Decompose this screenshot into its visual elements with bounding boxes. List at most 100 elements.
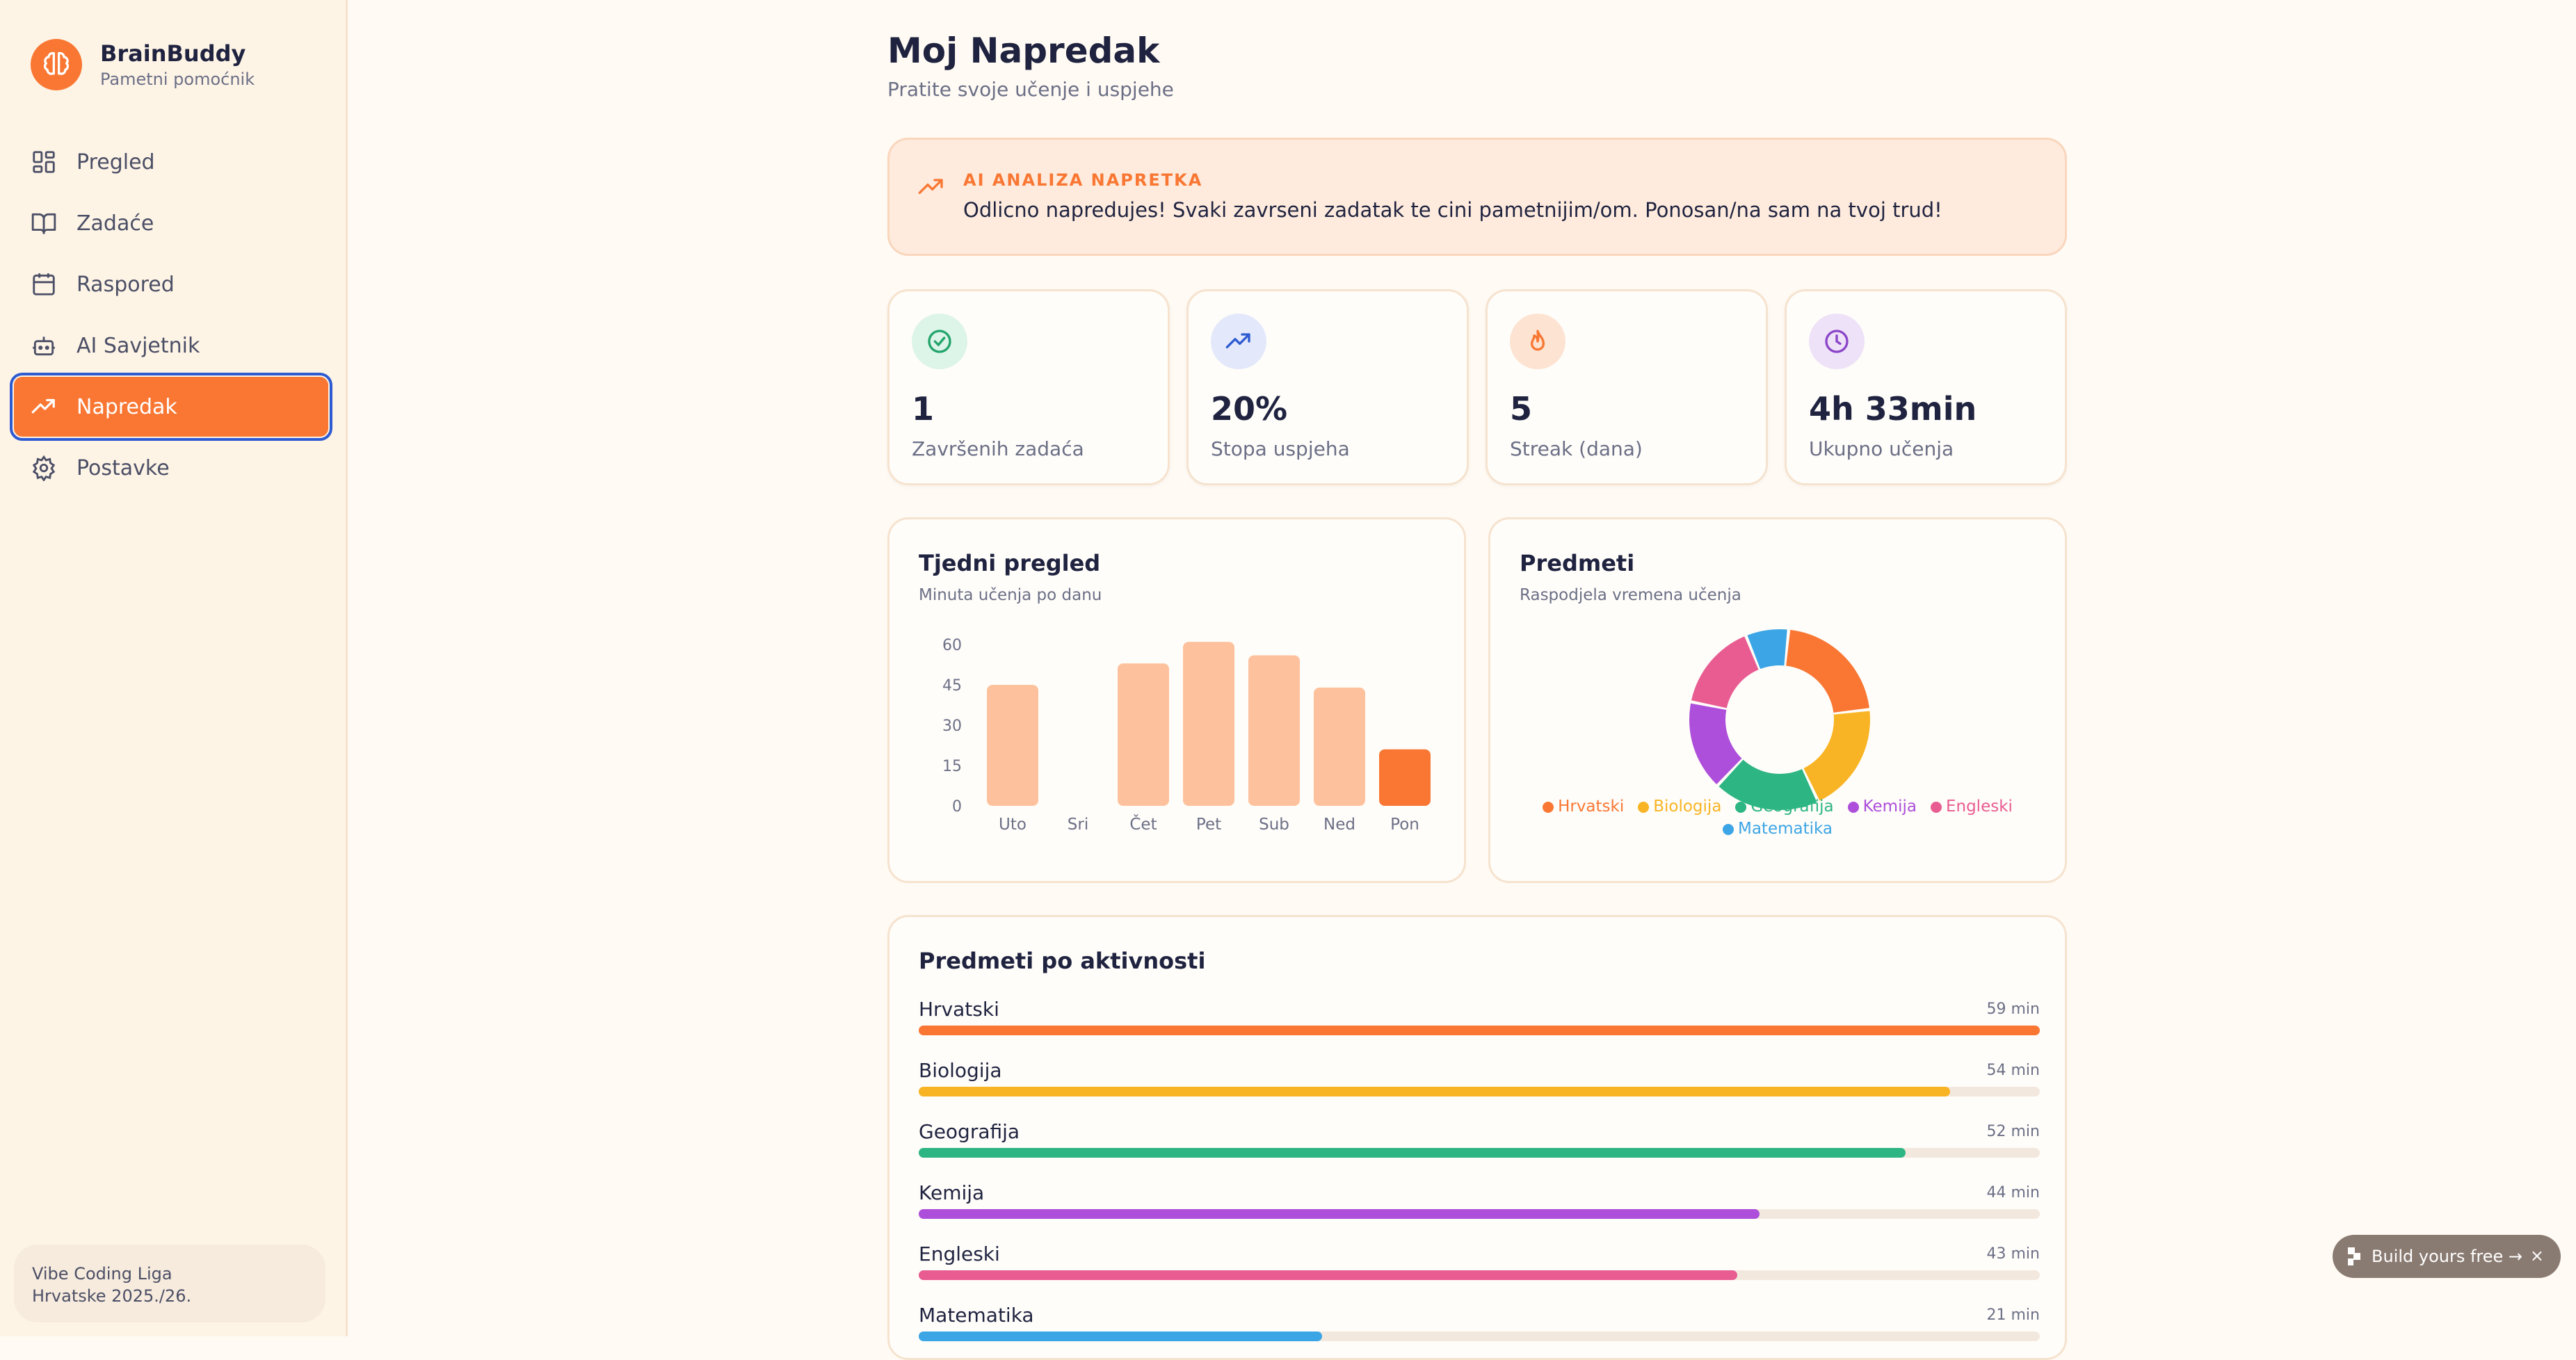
page-subtitle: Pratite svoje učenje i uspjehe (887, 78, 1174, 101)
sidebar-nav: Pregled Zadaće Raspored AI Savjetnik Nap… (10, 132, 332, 499)
slice-Hrvatski (1786, 629, 1869, 713)
legend-item: Matematika (1722, 820, 1833, 838)
footer-line-2: Hrvatske 2025./26. (32, 1286, 192, 1306)
x-tick-label: Pet (1196, 816, 1221, 834)
activity-subject-name: Engleski (919, 1242, 1000, 1265)
stat-label: Ukupno učenja (1809, 437, 1954, 460)
y-tick-label: 45 (942, 677, 962, 695)
activity-progress-fill (919, 1087, 1951, 1096)
slice-Biologija (1803, 711, 1870, 801)
activity-progress-fill (919, 1148, 1906, 1158)
sidebar-item-label: Napredak (77, 394, 177, 419)
legend-dot (1847, 801, 1859, 813)
subjects-donut-chart (1689, 629, 1870, 810)
activity-subject-name: Biologija (919, 1059, 1002, 1082)
trending-up-icon (918, 179, 943, 194)
build-button-label: Build yours free → (2372, 1247, 2523, 1266)
slice-Engleski (1691, 636, 1759, 709)
sidebar-item-label: Raspored (77, 272, 175, 297)
sidebar: BrainBuddy Pametni pomoćnik Pregled Zada… (0, 0, 348, 1336)
sidebar-item-label: Postavke (77, 455, 170, 480)
x-tick-label: Ned (1323, 816, 1355, 834)
bar-Sub (1248, 655, 1300, 806)
gear-icon (32, 455, 56, 481)
activity-minutes: 44 min (1986, 1184, 2040, 1201)
stat-card-streak: 5 Streak (dana) (1486, 289, 1768, 485)
stat-value: 1 (912, 390, 935, 428)
close-icon[interactable]: × (2529, 1246, 2544, 1265)
x-tick-label: Sub (1259, 816, 1289, 834)
weekly-chart-title: Tjedni pregled (919, 550, 1101, 576)
activity-progress-track (919, 1148, 2040, 1158)
legend-label: Engleski (1945, 798, 2013, 816)
stat-value: 4h 33min (1809, 390, 1977, 428)
y-tick-label: 15 (942, 758, 962, 775)
stat-card-total-time: 4h 33min Ukupno učenja (1785, 289, 2067, 485)
legend-label: Biologija (1653, 798, 1722, 816)
ai-analysis-card: AI ANALIZA NAPRETKA Odlicno napredujes! … (887, 138, 2067, 256)
clock-icon (1809, 314, 1865, 369)
legend-dot (1722, 823, 1734, 835)
calendar-icon (33, 273, 55, 296)
x-tick-label: Sri (1068, 816, 1088, 834)
x-tick-label: Pon (1390, 816, 1419, 834)
activity-card: Predmeti po aktivnosti Hrvatski 59 min Bio… (887, 915, 2067, 1360)
ai-analysis-text: Odlicno napredujes! Svaki zavrseni zadat… (963, 198, 1942, 222)
activity-title: Predmeti po aktivnosti (919, 948, 1206, 974)
robot-icon (33, 337, 55, 356)
y-tick-label: 0 (952, 798, 962, 816)
legend-item: Geografija (1735, 798, 1834, 816)
trending-up-icon (1211, 314, 1266, 369)
ai-analysis-label: AI ANALIZA NAPRETKA (963, 170, 1203, 190)
build-yours-free-button[interactable]: Build yours free → × (2333, 1235, 2561, 1278)
sidebar-item-zadace[interactable]: Zadaće (14, 193, 328, 253)
slice-Kemija (1689, 703, 1742, 785)
stat-value: 20% (1211, 390, 1288, 428)
brand-subtitle: Pametni pomoćnik (100, 70, 255, 89)
subjects-chart-title: Predmeti (1520, 550, 1635, 576)
footer-line-1: Vibe Coding Liga (32, 1264, 172, 1284)
dashboard-icon (33, 151, 55, 173)
activity-progress-fill (919, 1270, 1737, 1280)
x-tick-label: Uto (999, 816, 1027, 834)
stat-card-completed: 1 Završenih zadaća (887, 289, 1170, 485)
activity-subject-name: Geografija (919, 1120, 1020, 1143)
legend-dot (1638, 801, 1650, 813)
activity-progress-track (919, 1270, 2040, 1280)
activity-progress-fill (919, 1331, 1323, 1341)
page-title: Moj Napredak (887, 31, 1160, 71)
activity-subject-name: Hrvatski (919, 998, 999, 1021)
brain-icon (31, 39, 82, 90)
activity-progress-fill (919, 1209, 1760, 1219)
activity-progress-track (919, 1331, 2040, 1341)
x-tick-label: Čet (1129, 814, 1157, 834)
stat-label: Streak (dana) (1510, 437, 1643, 460)
y-tick-label: 30 (942, 718, 962, 735)
legend-label: Kemija (1862, 798, 1917, 816)
weekly-chart-card: Tjedni pregled Minuta učenja po danu 0 15… (887, 517, 1466, 883)
bar-Ned (1314, 687, 1365, 806)
logo-icon (2348, 1247, 2360, 1265)
activity-minutes: 54 min (1986, 1062, 2040, 1079)
activity-subject-name: Matematika (919, 1304, 1034, 1327)
sidebar-item-pregled[interactable]: Pregled (14, 132, 328, 192)
brand-name: BrainBuddy (100, 40, 246, 67)
subjects-chart-subtitle: Raspodjela vremena učenja (1520, 586, 1741, 604)
sidebar-item-ai-savjetnik[interactable]: AI Savjetnik (14, 316, 328, 375)
sidebar-item-raspored[interactable]: Raspored (14, 254, 328, 314)
bar-Čet (1118, 663, 1169, 806)
brand[interactable]: BrainBuddy Pametni pomoćnik (31, 39, 255, 90)
stat-label: Stopa uspjeha (1211, 437, 1350, 460)
activity-subject-name: Kemija (919, 1181, 985, 1204)
activity-progress-track (919, 1209, 2040, 1219)
slice-Geografija (1718, 759, 1817, 810)
check-circle-icon (912, 314, 967, 369)
activity-progress-track (919, 1026, 2040, 1035)
sidebar-item-postavke[interactable]: Postavke (14, 438, 328, 498)
activity-minutes: 52 min (1986, 1123, 2040, 1140)
activity-minutes: 43 min (1986, 1245, 2040, 1263)
sidebar-footer: Vibe Coding Liga Hrvatske 2025./26. (14, 1245, 325, 1322)
activity-progress-track (919, 1087, 2040, 1096)
sidebar-item-napredak[interactable]: Napredak (10, 373, 332, 441)
legend-item: Biologija (1638, 798, 1721, 816)
